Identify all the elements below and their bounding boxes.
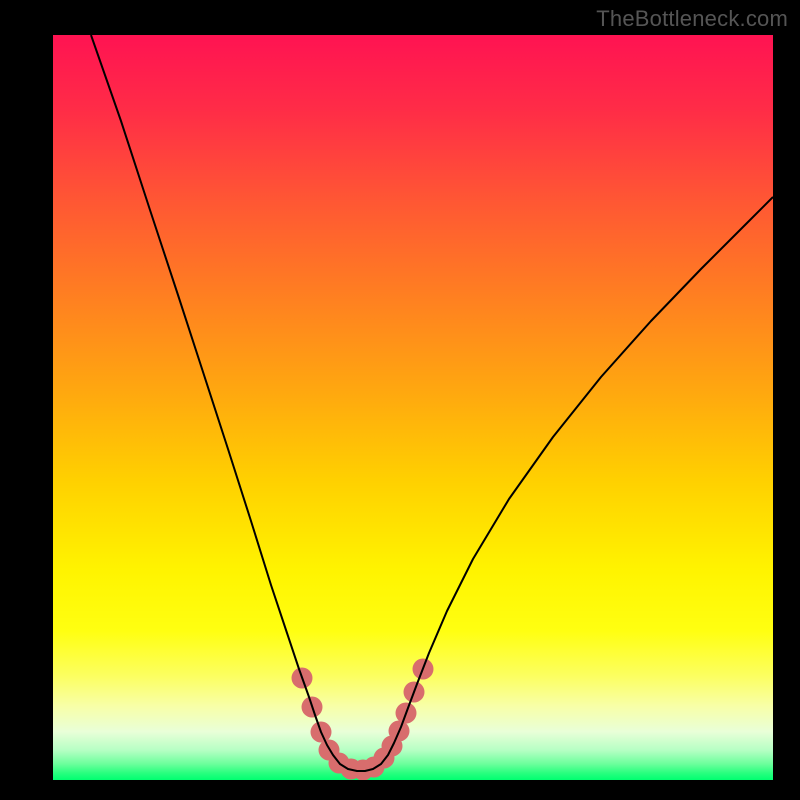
- chart-root: TheBottleneck.com: [0, 0, 800, 800]
- plot-area: [53, 35, 773, 780]
- gradient-background: [53, 35, 773, 780]
- watermark-text: TheBottleneck.com: [596, 6, 788, 32]
